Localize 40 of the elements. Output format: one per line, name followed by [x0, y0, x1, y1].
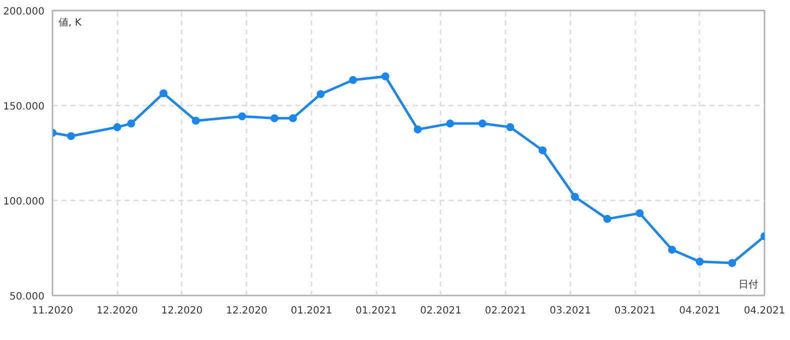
- point: [478, 120, 486, 128]
- point: [538, 146, 547, 154]
- point: [668, 246, 676, 254]
- point: [603, 214, 612, 223]
- x-tick-label: 02.2021: [484, 306, 526, 316]
- point: [446, 120, 454, 128]
- y-tick-label: 50.000: [10, 292, 45, 302]
- x-tick-label: 04.2021: [744, 306, 786, 316]
- x-tick-label: 12.2020: [161, 306, 203, 316]
- x-tick-label: 11.2020: [32, 306, 74, 316]
- point: [113, 123, 122, 132]
- x-tick-label: 04.2021: [679, 306, 720, 316]
- y-tick-label: 100.000: [3, 196, 45, 208]
- y-tick-label: 150.000: [3, 102, 45, 112]
- x-tick-label: 03.2021: [614, 306, 656, 316]
- point: [506, 123, 514, 132]
- point: [192, 116, 200, 125]
- x-tick-label: 12.2020: [96, 306, 138, 316]
- point: [238, 112, 246, 120]
- x-tick-label: 12.2020: [226, 306, 268, 316]
- point: [288, 114, 297, 122]
- point: [159, 89, 168, 98]
- x-tick-label: 03.2021: [550, 306, 591, 316]
- point: [728, 259, 736, 268]
- x-tick-label: 01.2021: [290, 306, 332, 316]
- point: [570, 192, 579, 201]
- point: [66, 132, 75, 140]
- point: [127, 120, 136, 128]
- y-tick-label: 200.000: [3, 6, 45, 18]
- point: [316, 90, 325, 98]
- point: [270, 114, 278, 122]
- point: [636, 209, 644, 218]
- point: [414, 125, 422, 134]
- y-axis-title: 値, K: [58, 16, 82, 28]
- x-axis-title: 日付: [738, 280, 758, 290]
- x-tick-label: 02.2021: [420, 306, 462, 316]
- x-tick-label: 01.2021: [355, 306, 397, 316]
- point: [696, 258, 704, 266]
- point: [349, 76, 358, 84]
- point: [381, 72, 390, 80]
